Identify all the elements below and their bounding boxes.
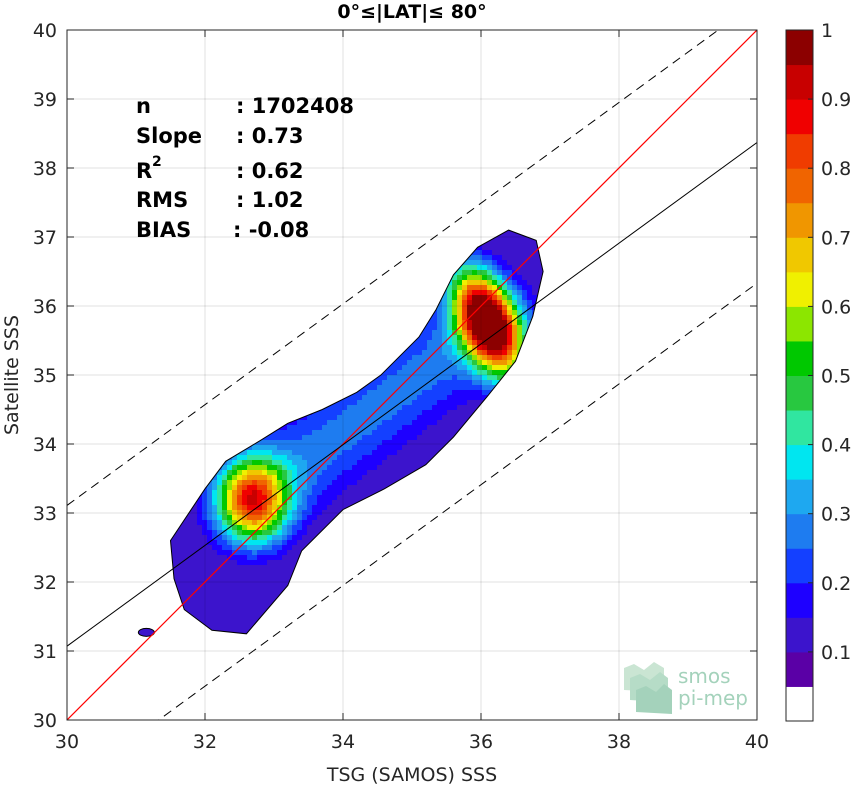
y-tick-label: 39: [33, 89, 57, 111]
watermark-line1: smos: [678, 664, 731, 688]
colorbar-segment: [786, 617, 813, 653]
y-tick-label: 35: [33, 365, 57, 387]
stat-r2-sup: 2: [152, 154, 162, 170]
y-tick-label: 36: [33, 296, 57, 318]
colorbar-segment: [786, 99, 813, 135]
density-outline: [169, 229, 544, 635]
stats-box: n : 1702408 Slope : 0.73 R 2 : 0.62 RMS …: [136, 94, 354, 242]
stat-r2-value: : 0.62: [236, 159, 304, 183]
stat-slope-value: : 0.73: [236, 124, 304, 148]
chart-title: 0°≤|LAT|≤ 80°: [337, 1, 486, 23]
colorbar-tick-label: 0.2: [821, 573, 851, 595]
colorbar-segment: [786, 375, 813, 411]
stat-n-value: : 1702408: [236, 94, 354, 118]
y-tick-label: 33: [33, 503, 57, 525]
y-tick-label: 38: [33, 158, 57, 180]
stat-r2-label: R: [136, 159, 152, 183]
stat-rms-value: : 1.02: [236, 188, 304, 212]
colorbar-segment: [786, 168, 813, 204]
colorbar-tick-label: 0.6: [821, 296, 851, 318]
y-tick-label: 37: [33, 227, 57, 249]
x-tick-label: 36: [469, 731, 493, 753]
y-tick-label: 40: [33, 20, 57, 42]
regression-line: [67, 142, 757, 647]
colorbar-tick-label: 0.5: [821, 366, 851, 388]
logo-waves-icon: [624, 662, 672, 714]
y-tick-label: 32: [33, 572, 57, 594]
stat-rms-label: RMS: [136, 188, 188, 212]
colorbar-tick-label: 0.8: [821, 158, 851, 180]
colorbar-segment: [786, 64, 813, 100]
colorbar-segment: [786, 479, 813, 515]
colorbar-segment: [786, 513, 813, 549]
stat-slope-label: Slope: [136, 124, 202, 148]
upper-rms-line: [67, 30, 720, 506]
stat-n-label: n: [136, 94, 151, 118]
colorbar-segment: [786, 651, 813, 687]
axis-ticks: 30 32 34 36 38 40 30 31 32 33 34 35 36 37 38 39 40: [33, 20, 769, 753]
lower-rms-line: [157, 282, 757, 720]
stat-bias-value: : -0.08: [233, 218, 309, 242]
colorbar-segment: [786, 340, 813, 376]
reference-lines: [67, 30, 757, 720]
colorbar-segment: [786, 410, 813, 446]
identity-line: [67, 30, 757, 720]
x-tick-label: 40: [745, 731, 769, 753]
x-axis-label: TSG (SAMOS) SSS: [326, 764, 497, 786]
colorbar-tick-label: 0.4: [821, 435, 851, 457]
watermark-logo: smos pi-mep: [624, 662, 748, 714]
y-tick-label: 34: [33, 434, 57, 456]
colorbar-segment: [786, 686, 813, 722]
x-tick-label: 30: [55, 731, 79, 753]
colorbar-segment: [786, 582, 813, 618]
watermark-line2: pi-mep: [678, 686, 748, 710]
colorbar-tick-label: 1: [821, 20, 833, 42]
y-tick-label: 30: [33, 710, 57, 732]
y-axis-label: Satellite SSS: [1, 315, 23, 435]
x-tick-label: 38: [607, 731, 631, 753]
colorbar-segment: [786, 202, 813, 238]
colorbar-tick-label: 0.7: [821, 227, 851, 249]
y-tick-label: 31: [33, 641, 57, 663]
x-tick-label: 34: [331, 731, 355, 753]
colorbar-tick-label: 0.1: [821, 642, 851, 664]
colorbar-tick-label: 0.9: [821, 89, 851, 111]
x-tick-label: 32: [193, 731, 217, 753]
colorbar-segment: [786, 133, 813, 169]
colorbar: 0.1 0.2 0.3 0.4 0.5 0.6 0.7 0.8 0.9 1: [785, 20, 851, 722]
colorbar-segment: [786, 306, 813, 342]
colorbar-segment: [786, 30, 813, 66]
colorbar-segment: [786, 271, 813, 307]
colorbar-segment: [786, 237, 813, 273]
stat-bias-label: BIAS: [136, 218, 191, 242]
colorbar-segment: [786, 548, 813, 584]
colorbar-segment: [786, 444, 813, 480]
colorbar-tick-label: 0.3: [821, 504, 851, 526]
